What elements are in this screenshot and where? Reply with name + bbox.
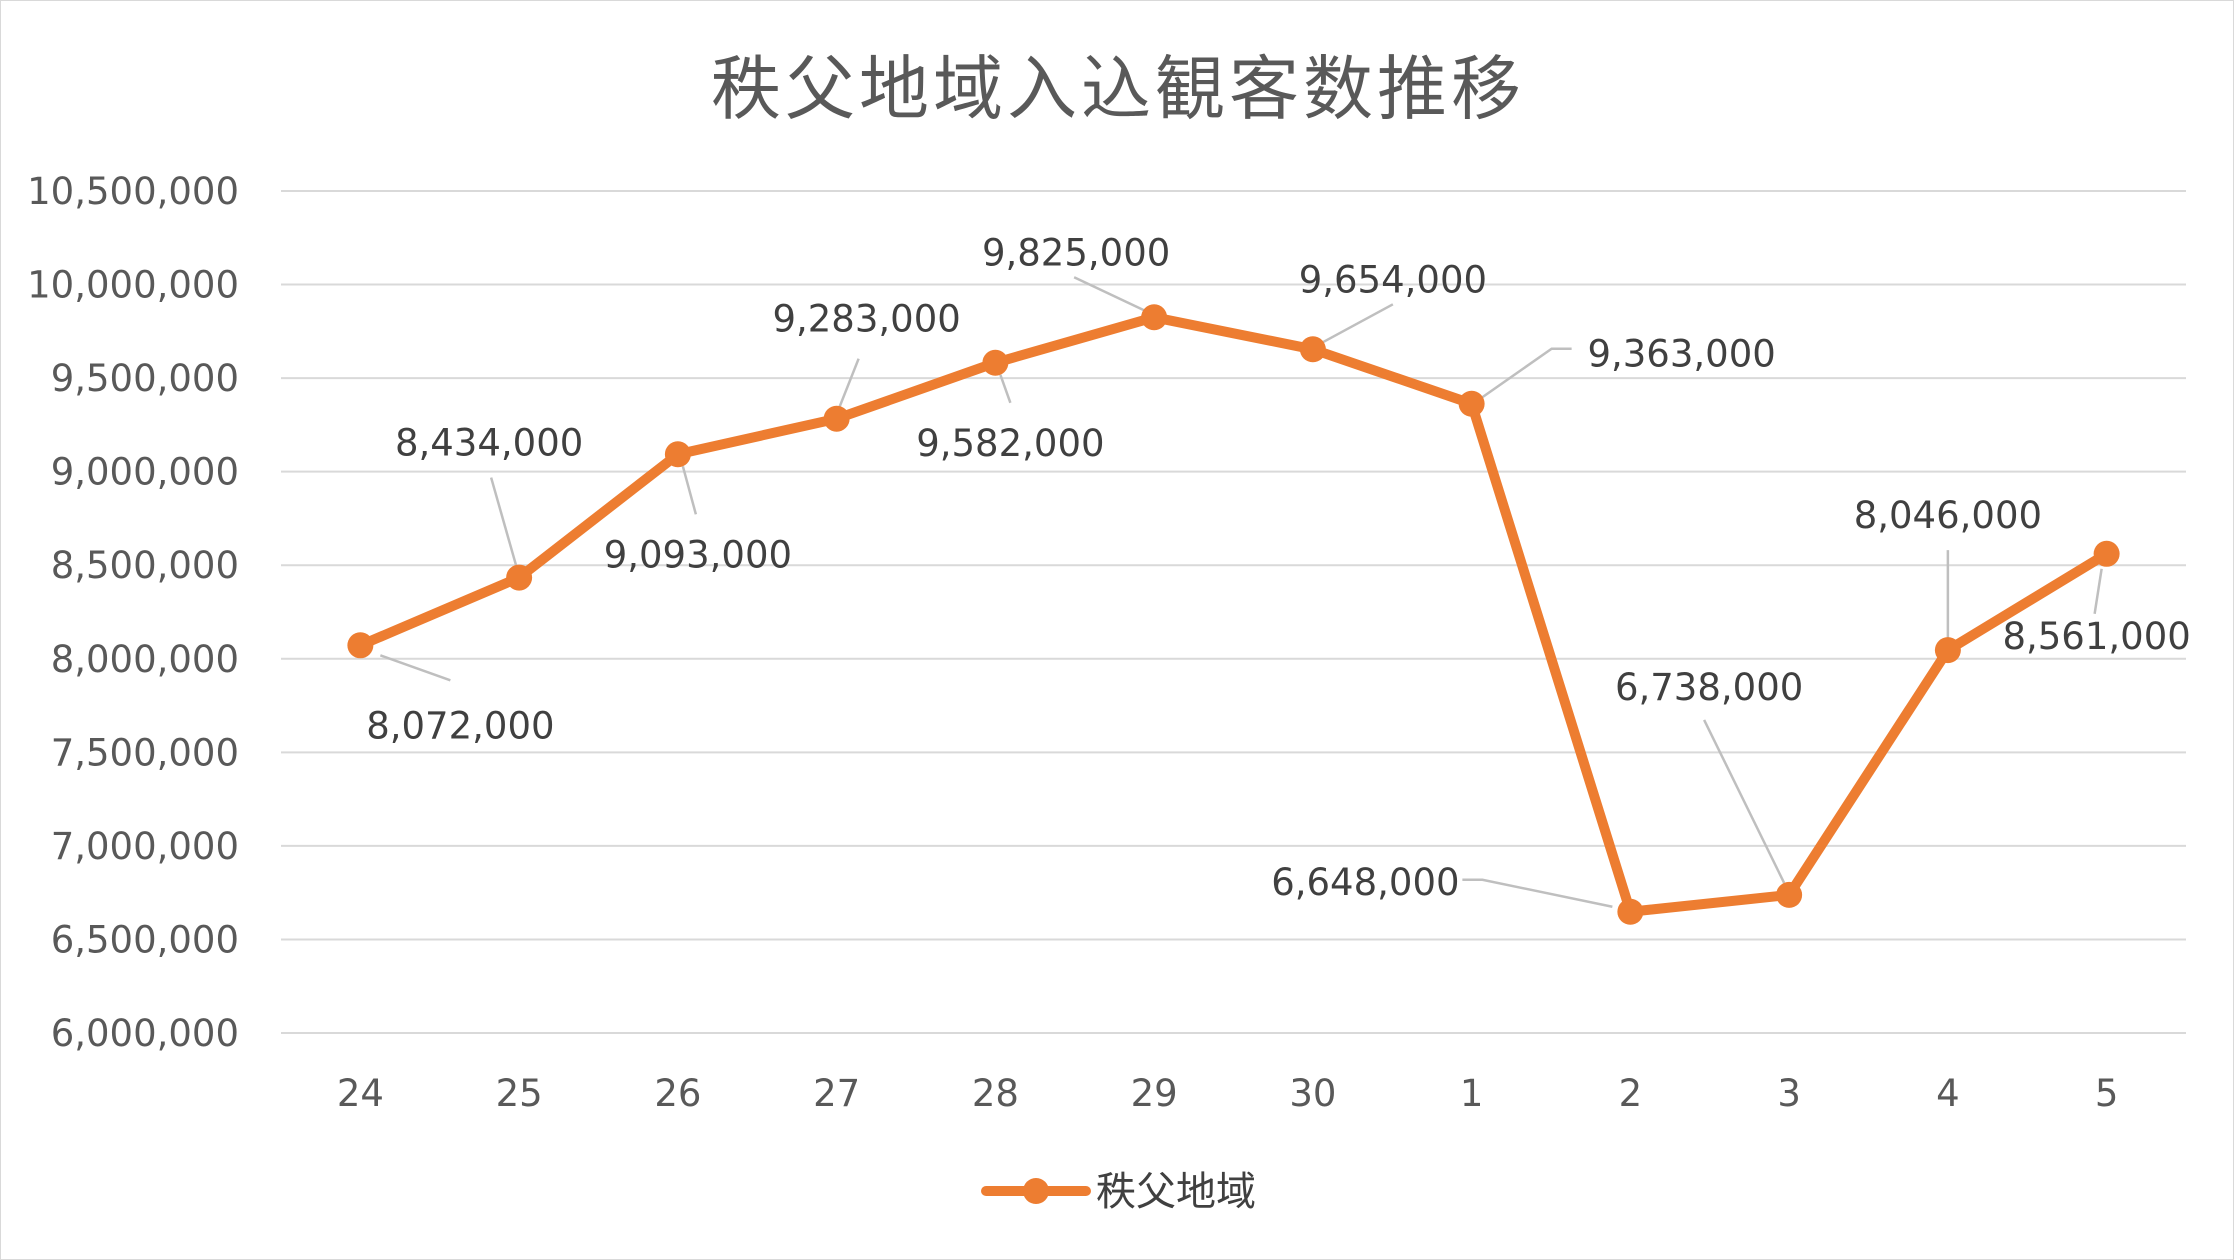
y-tick-label: 10,500,000 [27, 170, 239, 213]
data-label-leader [838, 358, 860, 408]
y-tick-label: 8,000,000 [51, 638, 239, 681]
data-label: 9,363,000 [1587, 333, 1775, 376]
legend-marker-icon [1023, 1178, 1049, 1204]
series-layer [347, 304, 2120, 925]
data-label: 9,654,000 [1299, 258, 1487, 301]
x-tick-label: 28 [972, 1072, 1019, 1115]
legend-label: 秩父地域 [1096, 1169, 1256, 1215]
data-label-leaders [379, 276, 2103, 908]
data-label: 8,072,000 [366, 704, 554, 747]
data-label-leader [379, 654, 451, 682]
data-label-leader [681, 465, 698, 515]
x-tick-label: 24 [337, 1072, 384, 1115]
series-line [355, 312, 2112, 917]
y-tick-label: 9,000,000 [51, 451, 239, 494]
data-point [823, 405, 850, 432]
data-label-leader [1073, 276, 1147, 313]
y-tick-label: 10,000,000 [27, 264, 239, 307]
data-point [347, 632, 374, 659]
chart-title: 秩父地域入込観客数推移 [711, 48, 1525, 130]
x-tick-label: 5 [2095, 1072, 2119, 1115]
data-label-leader [1703, 719, 1786, 884]
data-point [1458, 390, 1485, 417]
gridlines [281, 190, 2186, 1034]
data-point [1299, 336, 1326, 363]
data-label: 9,283,000 [772, 298, 960, 341]
data-label: 8,046,000 [1854, 494, 2042, 537]
y-axis-ticks: 6,000,000 6,500,000 7,000,000 7,500,000 8,00… [27, 170, 239, 1055]
data-point [1934, 637, 1961, 664]
data-point [664, 441, 691, 468]
x-tick-label: 1 [1460, 1072, 1484, 1115]
data-label: 8,434,000 [395, 422, 583, 465]
y-tick-label: 8,500,000 [51, 544, 239, 587]
x-tick-label: 3 [1777, 1072, 1801, 1115]
y-tick-label: 9,500,000 [51, 357, 239, 400]
data-point [1141, 304, 1168, 331]
data-label-leader [1462, 878, 1613, 908]
data-point [506, 564, 533, 591]
x-tick-label: 26 [654, 1072, 701, 1115]
x-tick-label: 27 [813, 1072, 860, 1115]
data-label: 6,738,000 [1615, 666, 1803, 709]
data-point [982, 349, 1009, 376]
data-label: 8,561,000 [2002, 615, 2190, 658]
x-tick-label: 30 [1289, 1072, 1336, 1115]
y-tick-label: 6,000,000 [51, 1012, 239, 1055]
data-label-leader [2093, 568, 2103, 615]
y-tick-label: 7,500,000 [51, 731, 239, 774]
x-tick-label: 2 [1619, 1072, 1643, 1115]
data-point [1617, 898, 1644, 925]
data-label-leader [1480, 347, 1572, 399]
y-tick-label: 7,000,000 [51, 825, 239, 868]
data-label: 6,648,000 [1271, 861, 1459, 904]
x-tick-label: 29 [1131, 1072, 1178, 1115]
data-label-leader [489, 477, 518, 566]
data-label: 9,093,000 [604, 533, 792, 576]
data-label-leader [1320, 303, 1394, 345]
x-tick-label: 4 [1936, 1072, 1960, 1115]
data-point [1776, 881, 1803, 908]
data-label: 9,582,000 [916, 422, 1104, 465]
x-axis-ticks: 24 25 26 27 28 29 30 1 2 3 4 5 [337, 1072, 2119, 1115]
data-label: 9,825,000 [982, 231, 1170, 274]
data-labels: 8,072,000 8,434,000 9,093,000 9,283,000 9,58… [366, 231, 2191, 903]
x-tick-label: 25 [496, 1072, 543, 1115]
y-tick-label: 6,500,000 [51, 918, 239, 961]
legend: 秩父地域 [981, 1169, 1256, 1215]
data-point [2093, 540, 2120, 567]
data-label-leader [999, 374, 1012, 404]
